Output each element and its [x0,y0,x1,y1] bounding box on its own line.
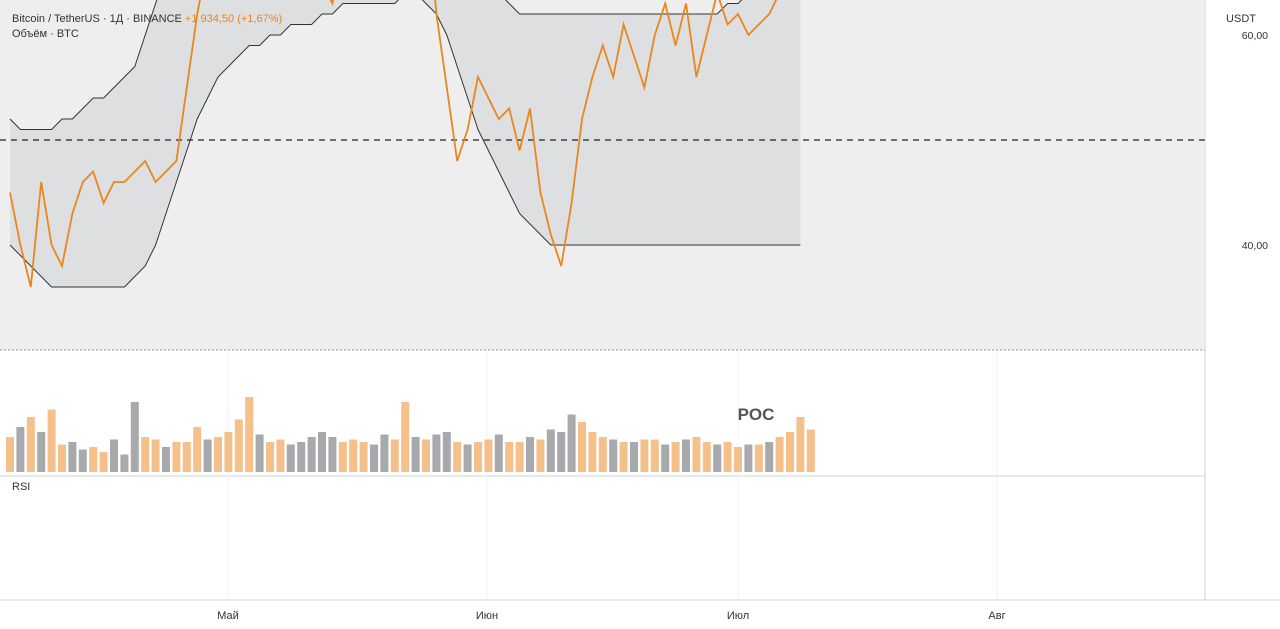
volume-bar [307,437,316,472]
volume-bar [245,397,254,472]
volume-bar [765,442,774,472]
volume-bar [141,437,150,472]
volume-bar [713,444,722,472]
currency-label: USDT [1226,13,1256,25]
volume-bar [682,439,690,472]
volume-bar [650,439,659,472]
volume-bar [380,434,389,472]
volume-bar [609,439,618,472]
volume-bar [515,442,524,472]
volume-bar [359,442,368,472]
volume-bar [598,437,607,472]
volume-bar [390,439,399,472]
volume-bar [775,437,784,472]
volume-bar [110,439,118,472]
volume-bar [484,439,493,472]
volume-bar [505,442,514,472]
volume-bar [453,442,462,472]
price-change: +1 934,50 (+1,67%) [184,13,283,25]
volume-bar [567,414,576,472]
volume-bar [411,437,420,472]
volume-bar [203,439,212,472]
volume-bar [702,442,711,472]
volume-bar [754,444,763,472]
rsi-bb-lower [9,0,801,288]
volume-bar [786,432,794,472]
time-axis-label: Авг [988,610,1005,622]
volume-bar [422,439,430,472]
volume-bar [536,439,545,472]
rsi-indicator-label: RSI [12,481,31,493]
volume-bar [328,437,337,472]
volume-bar [692,437,701,472]
volume-bar [297,442,306,472]
volume-bar [6,437,14,472]
volume-bar [78,449,87,472]
volume-bar [234,419,243,472]
volume-bar [546,429,555,472]
volume-bar [193,427,202,472]
volume-bar [58,444,66,472]
volume-indicator-label: Объём · BTC [12,28,79,40]
volume-bar [286,444,295,472]
symbol-title: Bitcoin / TetherUS · 1Д · BINANCE [12,13,182,25]
volume-bar [162,447,170,472]
rsi-tick-label: 60,00 [1242,30,1268,42]
volume-bar [224,432,233,472]
volume-bar [806,429,815,472]
volume-bar [557,432,566,472]
volume-bar [68,442,77,472]
rsi-line [9,0,778,288]
volume-bar [796,417,805,472]
volume-bar [723,442,732,472]
volume-bar [214,437,222,472]
volume-bar [463,444,472,472]
rsi-tick-label: 40,00 [1242,240,1268,252]
volume-bar [26,417,35,472]
volume-bar [318,432,326,472]
volume-bar [661,444,670,472]
volume-bar [255,434,264,472]
volume-bar [474,442,482,472]
volume-bar [130,402,139,472]
volume-bar [578,422,586,472]
volume-bar [120,454,129,472]
volume-bar [89,447,98,472]
volume-bar [276,439,285,472]
volume-bar [432,434,441,472]
symbol-header: Bitcoin / TetherUS · 1Д · BINANCE +1 934… [12,13,282,25]
rsi-bb-fill [10,0,801,287]
volume-bar [619,442,628,472]
volume-bar [266,442,274,472]
volume-bar [744,444,753,472]
volume-bar [630,442,638,472]
volume-bar [671,442,680,472]
volume-bar [401,402,410,472]
time-axis-label: Июл [727,610,749,622]
volume-bar [370,444,378,472]
volume-bar [349,439,358,472]
volume-bar [338,442,347,472]
volume-bar [734,447,742,472]
volume-bar [442,432,451,472]
volume-bar [16,427,25,472]
time-axis-label: Июн [476,610,498,622]
volume-bar [640,439,649,472]
volume-bar [172,442,181,472]
volume-bar [182,442,191,472]
volume-bar [47,409,56,472]
volume-bar [151,439,160,472]
volume-bar [37,432,46,472]
volume-bar [494,434,503,472]
volume-bar [588,432,597,472]
volume-bar [526,437,534,472]
volume-bar [99,452,108,472]
poc-annotation: POC [738,405,775,424]
time-axis-label: Май [217,610,239,622]
